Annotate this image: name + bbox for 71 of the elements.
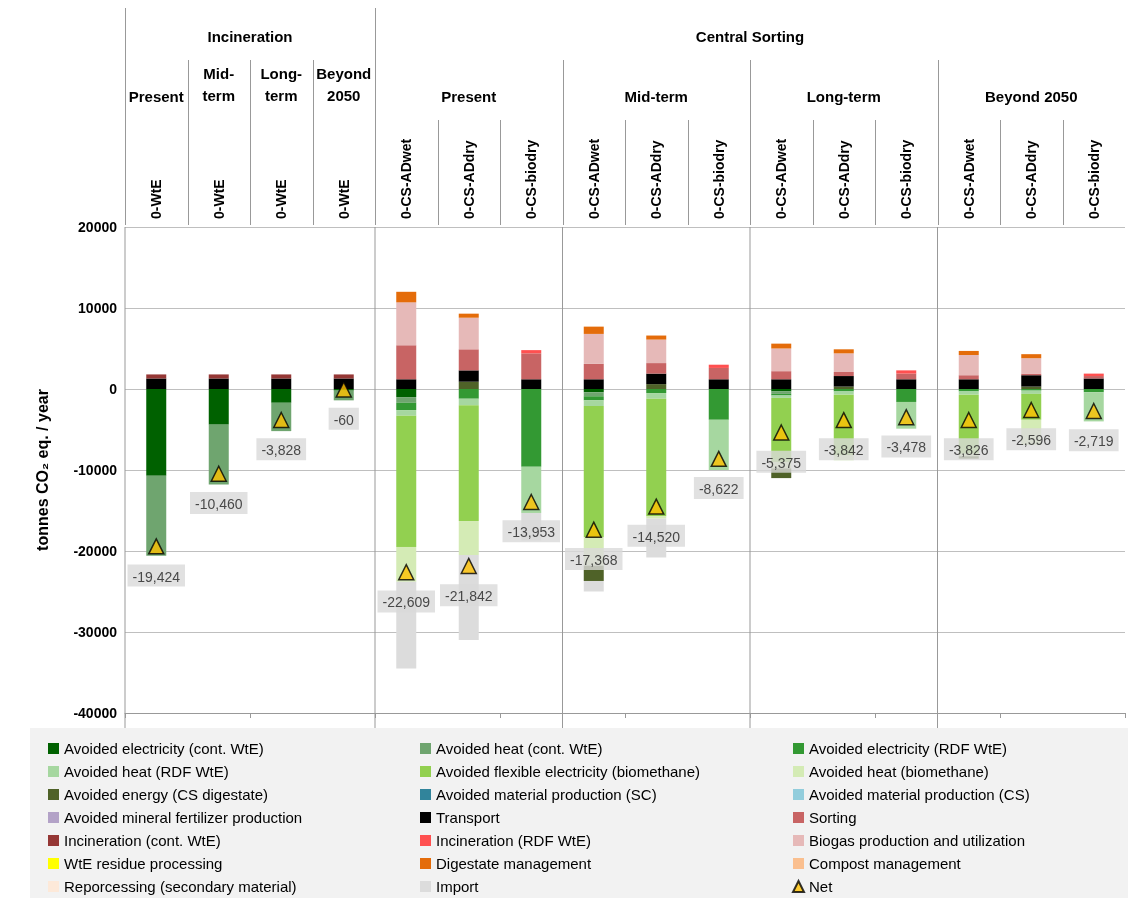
x-tick-label: 0-WtE <box>273 179 290 219</box>
x-tick-label: 0-CS-ADwet <box>773 138 790 219</box>
text: Long-term <box>806 87 881 105</box>
legend-label: Avoided flexible electricity (biomethane) <box>436 763 701 780</box>
legend-label: Incineration (RDF WtE) <box>436 832 592 849</box>
x-tick-label: 0-WtE <box>148 179 165 219</box>
text: Present <box>441 87 497 105</box>
x-tick-label: 0-CS-biodry <box>523 139 540 219</box>
x-tick-label: 0-CS-ADwet <box>585 138 602 219</box>
x-tick-label: 0-CS-biodry <box>1085 139 1102 219</box>
legend-label: Digestate management <box>436 855 592 872</box>
text: Mid-term <box>202 64 236 104</box>
data-label: -22,609 <box>382 594 431 611</box>
data-label: -14,520 <box>632 528 681 545</box>
legend-label: Avoided electricity (RDF WtE) <box>809 740 1008 757</box>
text: Long-term <box>260 64 303 104</box>
x-tick-label: 0-CS-ADdry <box>835 140 852 219</box>
legend-label: Sorting <box>809 809 857 826</box>
text: Mid-term <box>624 87 688 105</box>
legend-label: Net <box>809 878 834 895</box>
data-label: -2,719 <box>1073 433 1114 450</box>
legend-label: Avoided heat (RDF WtE) <box>64 763 229 780</box>
data-label: -17,368 <box>570 551 618 568</box>
data-label: -10,460 <box>195 495 243 512</box>
y-tick-label: -20000 <box>73 543 118 559</box>
text: Incineration <box>207 27 293 45</box>
x-tick-label: 0-CS-biodry <box>898 139 915 219</box>
text: Central Sorting <box>695 27 805 45</box>
y-tick-label: 20000 <box>78 219 118 235</box>
legend-label: Avoided mineral fertilizer production <box>64 809 303 826</box>
data-label: -3,478 <box>886 439 927 456</box>
y-tick-label: -30000 <box>73 624 118 640</box>
x-tick-label: 0-CS-ADwet <box>960 138 977 219</box>
y-tick-label: 0 <box>109 381 118 397</box>
y-tick-label: 10000 <box>78 300 118 316</box>
y-tick-label: -10000 <box>73 462 118 478</box>
data-label: -21,842 <box>445 588 493 605</box>
x-tick-label: 0-CS-biodry <box>710 139 727 219</box>
legend-label: Avoided heat (cont. WtE) <box>436 740 603 757</box>
x-tick-label: 0-WtE <box>335 179 352 219</box>
x-tick-label: 0-CS-ADdry <box>460 140 477 219</box>
y-axis-title: tonnes CO₂ eq. / year <box>33 389 51 551</box>
x-tick-label: 0-CS-ADdry <box>648 140 665 219</box>
legend-label: Avoided energy (CS digestate) <box>64 786 269 803</box>
data-label: -5,375 <box>761 454 802 471</box>
x-tick-label: 0-WtE <box>210 179 227 219</box>
data-label: -13,953 <box>507 524 556 541</box>
legend-label: Incineration (cont. WtE) <box>64 832 221 849</box>
legend-label: Biogas production and utilization <box>809 832 1025 849</box>
legend-label: Compost management <box>809 855 962 872</box>
data-label: -60 <box>333 411 355 428</box>
legend-label: Transport <box>436 809 501 826</box>
text: Beyond 2050 <box>984 87 1078 105</box>
x-tick-label: 0-CS-ADwet <box>398 138 415 219</box>
legend-label: Import <box>436 878 480 895</box>
data-label: -8,622 <box>698 481 739 498</box>
data-label: -3,828 <box>261 442 302 459</box>
legend-label: Avoided electricity (cont. WtE) <box>64 740 264 757</box>
legend-label: Avoided heat (biomethane) <box>809 763 989 780</box>
data-label: -2,596 <box>1011 432 1052 449</box>
legend-label: WtE residue processing <box>64 855 223 872</box>
data-label: -3,842 <box>823 442 864 459</box>
x-tick-label: 0-CS-ADdry <box>1023 140 1040 219</box>
y-tick-label: -40000 <box>73 705 118 721</box>
text: Beyond 2050 <box>316 64 372 104</box>
legend-label: Avoided material production (CS) <box>809 786 1030 803</box>
legend-label: Avoided material production (SC) <box>436 786 657 803</box>
text: Present <box>128 87 184 105</box>
legend-label: Reporcessing (secondary material) <box>64 878 297 895</box>
data-label: -3,826 <box>948 442 989 459</box>
data-label: -19,424 <box>132 568 181 585</box>
